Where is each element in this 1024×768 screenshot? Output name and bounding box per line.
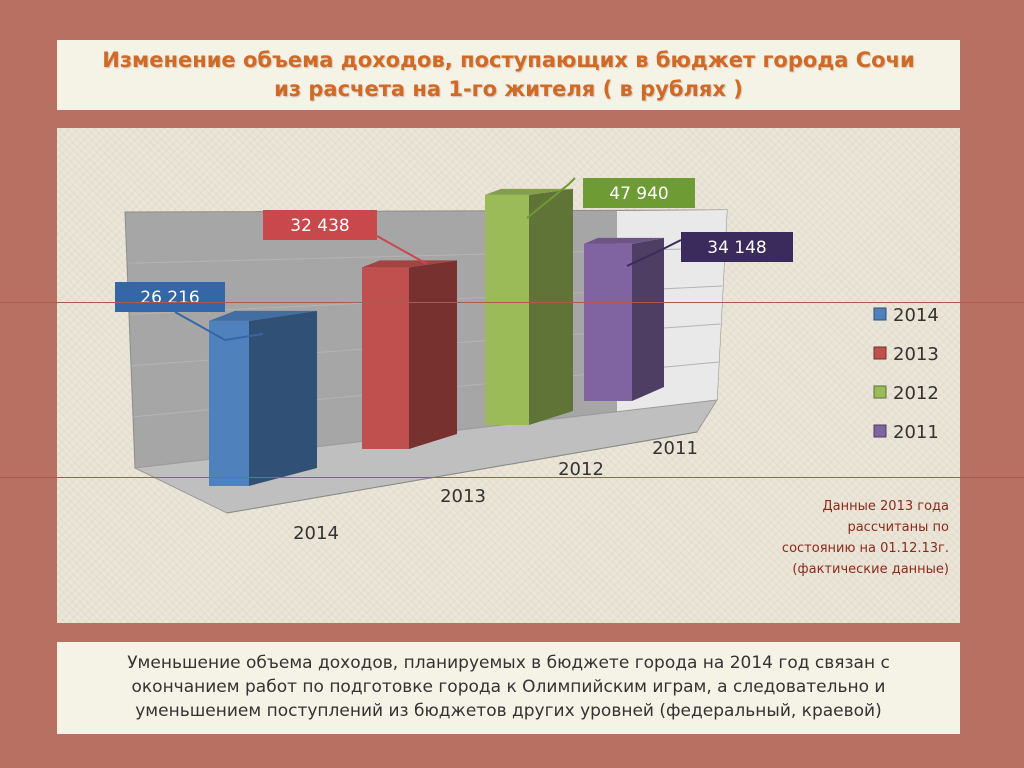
bar-top-2011 [584,237,664,244]
chart-panel: 26 216 32 438 47 940 34 148 2014 2013 2012 201… [57,128,960,623]
bar-chart-3d: 26 216 32 438 47 940 34 148 2014 2013 2012 201… [115,177,949,577]
legend-label: 2013 [893,344,939,365]
bar-side-2014 [249,310,317,486]
data-label-leader [626,239,682,267]
legend-swatch [873,385,887,399]
bar-2013 [362,260,457,449]
x-tick-label-2013: 2013 [440,486,486,507]
title-panel: Изменение объема доходов, поступающих в … [57,40,960,110]
chart-title-line-2: из расчета на 1-го жителя ( в рублях ) [274,77,743,101]
data-label-box [263,210,377,240]
legend-swatch [873,346,887,360]
data-label-box [681,232,793,262]
data-label-leader [376,235,428,265]
bar-side-2013 [409,260,457,449]
decor-line-upper [0,302,1024,303]
data-label-leader [526,177,576,219]
bar-side-2011 [632,237,664,401]
data-label-box [583,178,695,208]
chart-title-line-1: Изменение объема доходов, поступающих в … [102,48,915,72]
legend-swatch [873,307,887,321]
data-label-text: 34 148 [707,238,766,258]
bar-2011 [584,237,664,401]
data-label-text: 32 438 [290,216,349,236]
legend-label: 2012 [893,383,939,404]
legend-label: 2014 [893,305,939,326]
footer-line-2: окончанием работ по подготовке города к … [131,677,886,697]
footer-panel: Уменьшение объема доходов, планируемых в… [57,642,960,734]
bar-front-2014 [209,320,249,486]
bar-front-2013 [362,267,409,449]
legend-item-2011: 2011 [873,422,939,443]
note-line-2: рассчитаны по [847,520,949,535]
data-label-2013: 32 438 [263,210,428,265]
footer-line-3: уменьшением поступлений из бюджетов друг… [135,701,882,721]
data-label-text: 26 216 [140,288,199,308]
note-line-1: Данные 2013 года [823,499,949,514]
legend-swatch [873,424,887,438]
note-line-3: состоянию на 01.12.13г. [782,541,949,556]
bar-2014 [209,310,317,486]
data-label-2012: 47 940 [526,177,695,219]
bar-2012 [485,188,573,425]
note-line-4: (фактические данные) [792,562,949,577]
data-label-box [115,282,225,312]
legend-item-2012: 2012 [873,383,939,404]
legend-item-2013: 2013 [873,344,939,365]
legend-item-2014: 2014 [873,305,939,326]
bar-top-2012 [485,188,573,195]
bar-side-2012 [529,188,573,425]
legend-label: 2011 [893,422,939,443]
bar-top-2014 [209,310,317,321]
decor-line-lower [0,477,1024,478]
data-label-2011: 34 148 [626,232,793,267]
data-label-leader [174,311,264,342]
x-tick-label-2012: 2012 [558,459,604,480]
bar-top-2013 [362,260,457,268]
chart-x-axis-line [226,431,698,514]
x-tick-label-2011: 2011 [652,438,698,459]
x-tick-label-2014: 2014 [293,523,339,544]
bar-front-2012 [485,194,529,425]
bar-front-2011 [584,243,632,401]
data-label-text: 47 940 [609,184,668,204]
footer-line-1: Уменьшение объема доходов, планируемых в… [127,653,890,673]
data-label-2014: 26 216 [115,282,264,342]
